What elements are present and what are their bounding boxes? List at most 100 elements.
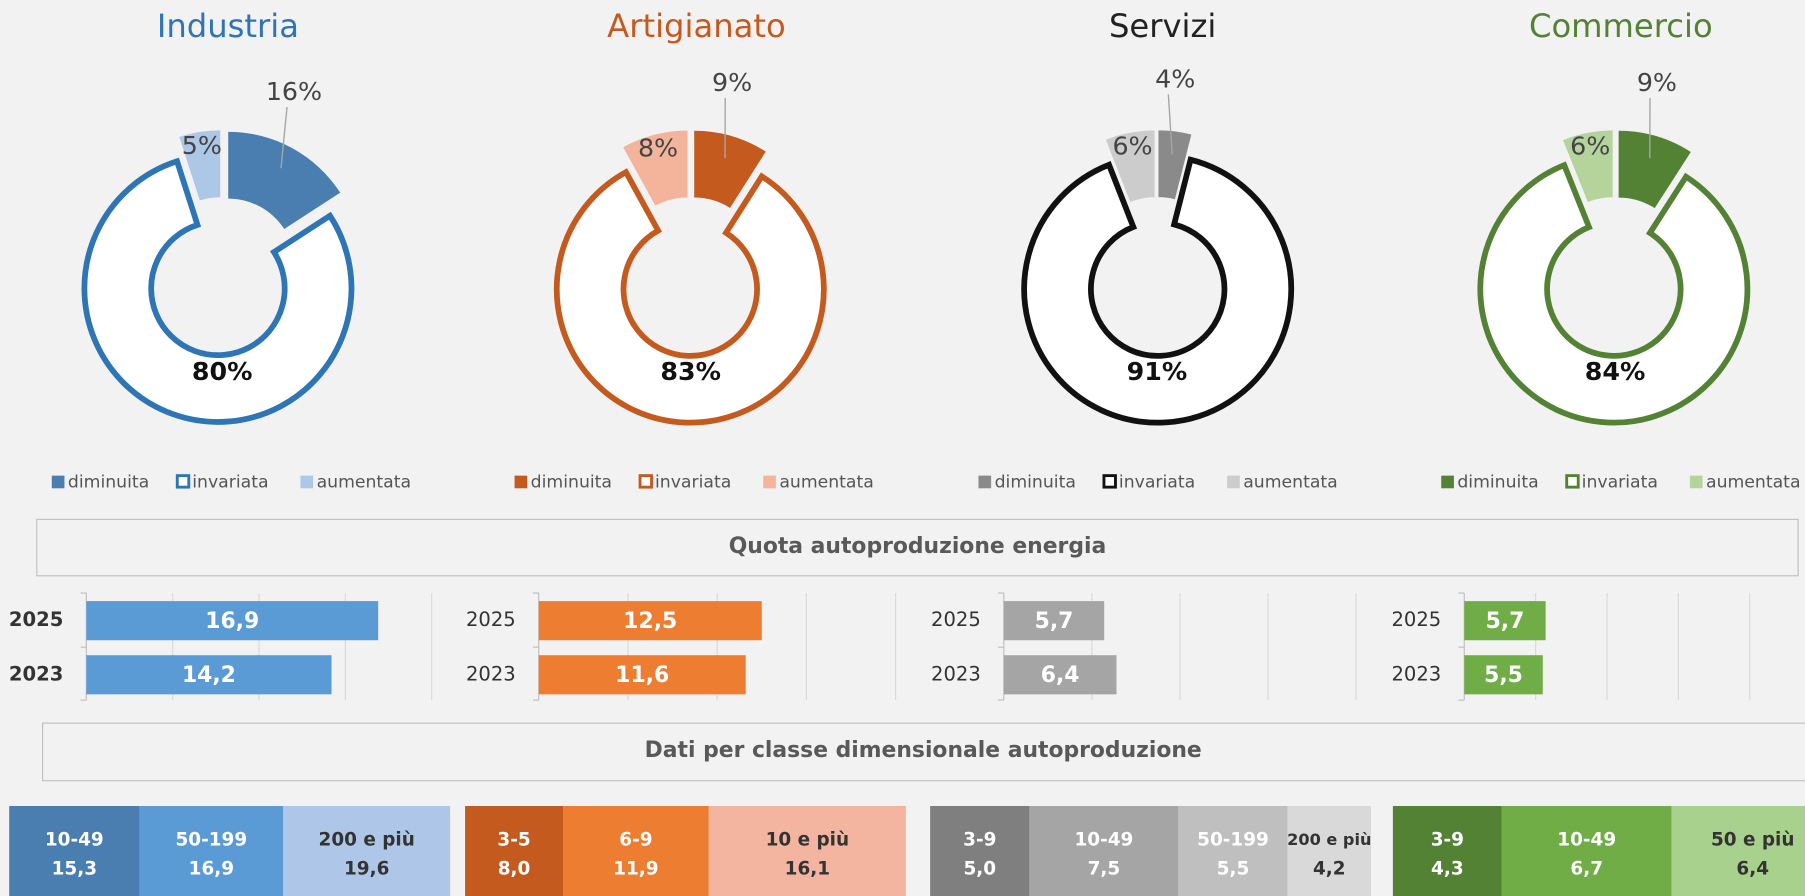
donut-slice [623,130,688,206]
donut-slice [1618,130,1691,209]
section-box [36,518,1799,577]
size-value: 4,3 [1431,858,1464,879]
section-title: Quota autoproduzione energia [729,534,1107,559]
size-class: 10-49 [1557,830,1616,851]
donut-title: Industria [157,7,299,45]
legend-label: diminuita [995,473,1076,493]
legend-swatch [300,475,314,489]
size-segment [1671,806,1805,896]
donut-slice [1021,156,1295,426]
donut-label: 91% [1127,356,1188,386]
size-value: 5,0 [963,858,996,879]
size-class: 200 e più [319,830,415,851]
donut-label: 6% [1570,131,1610,161]
donut-title: Servizi [1109,7,1216,45]
legend-label: aumentata [1706,473,1801,493]
donut-slice [179,130,221,201]
y-tick-label: 2025 [1391,608,1441,631]
size-segment [1501,806,1672,896]
donut-slice [1105,130,1155,202]
legend-swatch [1227,475,1240,489]
legend-label: invariata [655,473,731,493]
bar [1003,601,1105,641]
size-class: 50-199 [1197,830,1269,851]
donut-slice [553,168,827,426]
size-segment [9,806,140,896]
donut-title: Artigianato [607,7,786,45]
size-class: 10 e più [766,830,850,851]
bar [538,601,762,641]
legend-swatch [1441,475,1454,489]
legend-label: aumentata [317,473,412,493]
bar [1464,601,1546,641]
size-value: 5,5 [1217,858,1250,879]
bar [1003,655,1117,695]
section-box [42,722,1805,782]
size-value: 16,1 [785,858,830,879]
size-value: 15,3 [52,858,97,879]
y-tick-label: 2025 [466,608,516,631]
bar-label: 5,7 [1035,609,1074,634]
donut-slice [228,131,341,230]
size-class: 3-9 [1431,830,1464,851]
legend-label: invariata [1582,473,1658,493]
bar [86,601,379,641]
donut-label: 9% [1637,67,1677,97]
size-value: 6,7 [1570,858,1603,879]
bar [86,655,332,695]
size-segment [1029,806,1179,896]
y-tick-label: 2023 [9,662,63,685]
bar-label: 12,5 [623,609,677,634]
legend-label: invariata [192,473,268,493]
size-segment [708,806,906,896]
size-segment [563,806,709,896]
leader-line [280,106,288,169]
legend-label: aumentata [779,473,874,493]
size-value: 11,9 [613,858,658,879]
legend-label: diminuita [68,473,149,493]
donut-slice [81,157,355,425]
donut-slice [1563,130,1613,203]
size-value: 16,9 [189,858,234,879]
size-class: 10-49 [1074,830,1133,851]
bar [1464,655,1543,695]
donut-slice [1158,130,1192,200]
legend-swatch [1565,474,1580,489]
legend-swatch [978,475,992,489]
legend-swatch [763,475,776,489]
bar-label: 5,7 [1486,609,1525,634]
donut-label: 8% [638,132,678,162]
bar-label: 6,4 [1041,663,1080,688]
size-class: 50-199 [176,830,248,851]
size-class: 3-9 [963,830,996,851]
y-tick-label: 2023 [931,662,981,685]
size-value: 8,0 [498,858,531,879]
legend-label: diminuita [1457,473,1538,493]
donut-label: 83% [660,356,721,386]
size-class: 200 e più [1287,830,1371,849]
donut-label: 84% [1585,356,1646,386]
size-value: 4,2 [1313,858,1346,879]
donut-label: 9% [712,67,752,97]
donut-label: 4% [1155,63,1195,93]
size-segment [465,806,564,896]
size-segment [139,806,284,896]
size-segment [1178,806,1288,896]
size-segment [1392,806,1502,896]
donut-title: Commercio [1529,7,1713,45]
bar-label: 16,9 [205,609,259,634]
legend-swatch [175,474,191,489]
donut-slice [694,130,766,208]
size-class: 6-9 [619,830,652,851]
size-value: 19,6 [344,858,389,879]
donut-label: 5% [182,130,222,160]
y-tick-label: 2023 [466,662,516,685]
donut-label: 16% [266,76,322,106]
legend-swatch [514,475,528,489]
size-segment [283,806,451,896]
size-class: 50 e più [1711,830,1795,851]
size-value: 7,5 [1088,858,1121,879]
legend-swatch [51,475,65,489]
bar-label: 11,6 [615,663,669,688]
donut-slice [1477,161,1751,426]
